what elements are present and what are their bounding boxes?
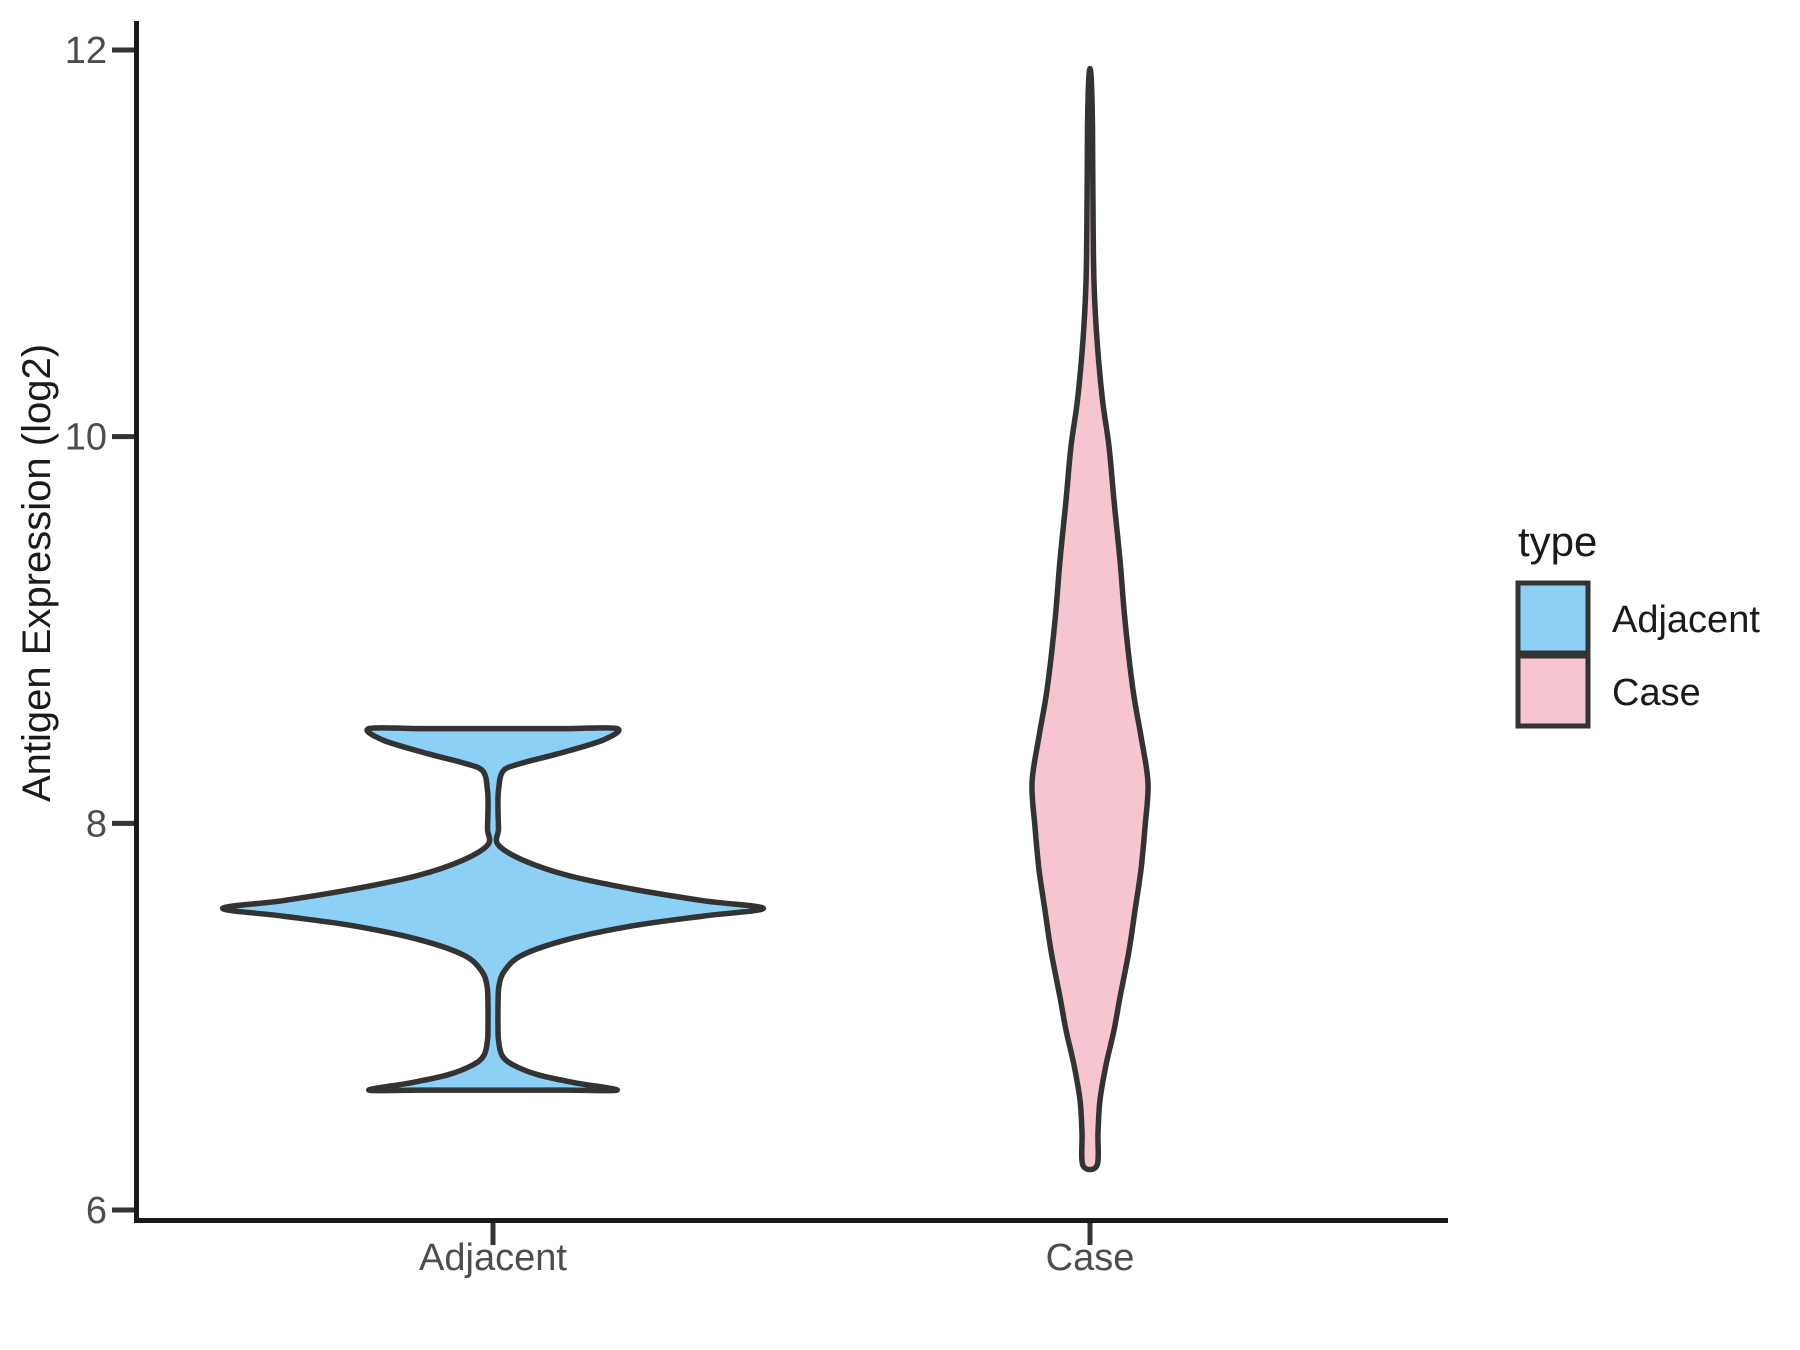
- violins-group: [219, 65, 1151, 1173]
- x-axis-label-adjacent: Adjacent: [419, 1237, 567, 1279]
- legend-label-case: Case: [1612, 672, 1701, 714]
- y-tick-group: 6 8 10 12: [65, 30, 134, 1232]
- x-axis-label-case: Case: [1046, 1237, 1135, 1279]
- legend-key-adjacent: [1515, 580, 1591, 656]
- legend-label-adjacent: Adjacent: [1612, 599, 1760, 641]
- x-tick-group: [490, 1223, 1093, 1245]
- y-tick-label-6: 6: [86, 1190, 107, 1232]
- y-tick-label-8: 8: [86, 803, 107, 845]
- y-axis-title: Antigen Expression (log2): [15, 344, 59, 802]
- legend-key-case: [1515, 653, 1591, 729]
- y-tick-label-10: 10: [65, 417, 107, 459]
- violin-adjacent: [219, 725, 767, 1094]
- axes-group: [134, 21, 1448, 1223]
- violin-case: [1029, 65, 1151, 1173]
- y-tick-label-12: 12: [65, 30, 107, 72]
- legend-title: type: [1518, 518, 1597, 565]
- legend: type Adjacent Case: [1515, 518, 1760, 729]
